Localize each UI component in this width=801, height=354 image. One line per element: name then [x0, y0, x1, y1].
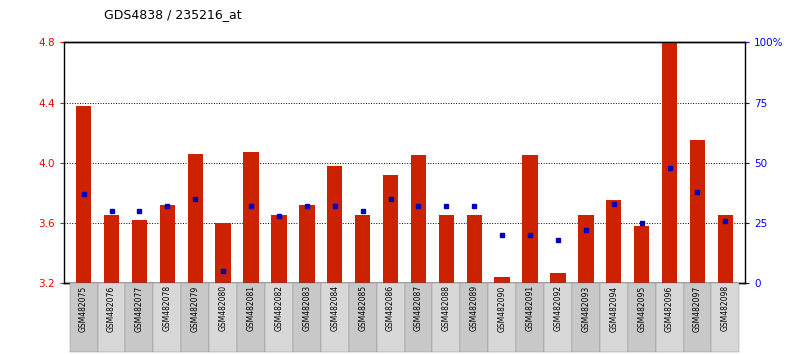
Bar	[405, 283, 433, 352]
Bar	[237, 283, 265, 352]
Bar	[215, 223, 231, 283]
Bar	[376, 283, 405, 352]
Text: GSM482081: GSM482081	[247, 285, 256, 331]
Bar	[299, 205, 315, 283]
Bar	[383, 175, 398, 283]
Bar	[572, 283, 600, 352]
Bar	[181, 283, 209, 352]
Text: GSM482080: GSM482080	[219, 285, 227, 331]
Text: GSM482076: GSM482076	[107, 285, 116, 331]
Bar	[272, 216, 287, 283]
Bar	[494, 277, 510, 283]
Text: GSM482090: GSM482090	[497, 285, 507, 331]
Text: GSM482091: GSM482091	[525, 285, 534, 331]
Bar	[522, 155, 537, 283]
Bar	[320, 283, 348, 352]
Bar	[656, 283, 683, 352]
Bar	[265, 283, 293, 352]
Text: GSM482084: GSM482084	[330, 285, 340, 331]
Text: GSM482093: GSM482093	[582, 285, 590, 331]
Text: GSM482092: GSM482092	[553, 285, 562, 331]
Bar	[411, 155, 426, 283]
Bar	[70, 283, 98, 352]
Bar	[159, 205, 175, 283]
Bar	[439, 216, 454, 283]
Text: GSM482085: GSM482085	[358, 285, 367, 331]
Text: GSM482098: GSM482098	[721, 285, 730, 331]
Bar	[104, 216, 119, 283]
Text: GSM482077: GSM482077	[135, 285, 144, 331]
Text: GSM482097: GSM482097	[693, 285, 702, 331]
Bar	[718, 216, 733, 283]
Text: GSM482088: GSM482088	[442, 285, 451, 331]
Text: GDS4838 / 235216_at: GDS4838 / 235216_at	[104, 8, 242, 21]
Bar	[628, 283, 656, 352]
Bar	[461, 283, 489, 352]
Text: GSM482082: GSM482082	[275, 285, 284, 331]
Bar	[606, 200, 622, 283]
Text: GSM482078: GSM482078	[163, 285, 172, 331]
Text: GSM482096: GSM482096	[665, 285, 674, 331]
Bar	[76, 105, 91, 283]
Bar	[244, 152, 259, 283]
Bar	[683, 283, 711, 352]
Bar	[187, 154, 203, 283]
Bar	[98, 283, 126, 352]
Bar	[467, 216, 482, 283]
Text: GSM482094: GSM482094	[610, 285, 618, 331]
Bar	[209, 283, 237, 352]
Text: GSM482089: GSM482089	[469, 285, 479, 331]
Bar	[600, 283, 628, 352]
Bar	[327, 166, 342, 283]
Bar	[153, 283, 181, 352]
Text: GSM482075: GSM482075	[79, 285, 88, 331]
Text: GSM482086: GSM482086	[386, 285, 395, 331]
Bar	[662, 42, 678, 283]
Bar	[550, 273, 566, 283]
Bar	[131, 220, 147, 283]
Bar	[516, 283, 544, 352]
Text: GSM482079: GSM482079	[191, 285, 199, 331]
Bar	[544, 283, 572, 352]
Bar	[126, 283, 153, 352]
Text: GSM482083: GSM482083	[302, 285, 312, 331]
Bar	[634, 226, 650, 283]
Bar	[690, 140, 705, 283]
Bar	[489, 283, 516, 352]
Bar	[355, 216, 370, 283]
Text: GSM482095: GSM482095	[637, 285, 646, 331]
Bar	[293, 283, 320, 352]
Text: GSM482087: GSM482087	[414, 285, 423, 331]
Bar	[348, 283, 376, 352]
Bar	[433, 283, 461, 352]
Bar	[711, 283, 739, 352]
Bar	[578, 216, 594, 283]
